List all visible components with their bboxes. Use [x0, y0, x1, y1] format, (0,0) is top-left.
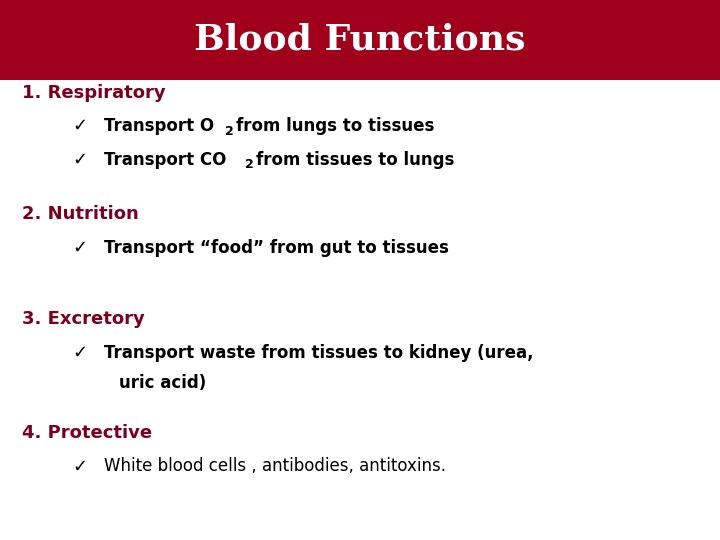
Text: 3. Excretory: 3. Excretory — [22, 310, 144, 328]
Text: ✓: ✓ — [72, 344, 87, 362]
Text: ✓: ✓ — [72, 117, 87, 135]
Text: ✓: ✓ — [72, 457, 87, 475]
Text: 2. Nutrition: 2. Nutrition — [22, 205, 138, 223]
Text: 4. Protective: 4. Protective — [22, 424, 152, 442]
Text: Blood Functions: Blood Functions — [194, 23, 526, 57]
Text: uric acid): uric acid) — [119, 374, 206, 391]
Text: Transport “food” from gut to tissues: Transport “food” from gut to tissues — [104, 239, 449, 256]
Text: 2: 2 — [245, 158, 253, 171]
Text: from lungs to tissues: from lungs to tissues — [236, 117, 435, 135]
Text: Transport O: Transport O — [104, 117, 215, 135]
Text: Transport waste from tissues to kidney (urea,: Transport waste from tissues to kidney (… — [104, 344, 534, 362]
Text: 1. Respiratory: 1. Respiratory — [22, 84, 165, 102]
Text: Transport CO: Transport CO — [104, 151, 227, 168]
Text: ✓: ✓ — [72, 239, 87, 256]
Text: 2: 2 — [225, 125, 234, 138]
Text: White blood cells , antibodies, antitoxins.: White blood cells , antibodies, antitoxi… — [104, 457, 446, 475]
FancyBboxPatch shape — [0, 0, 720, 80]
Text: from tissues to lungs: from tissues to lungs — [256, 151, 454, 168]
Text: ✓: ✓ — [72, 151, 87, 168]
